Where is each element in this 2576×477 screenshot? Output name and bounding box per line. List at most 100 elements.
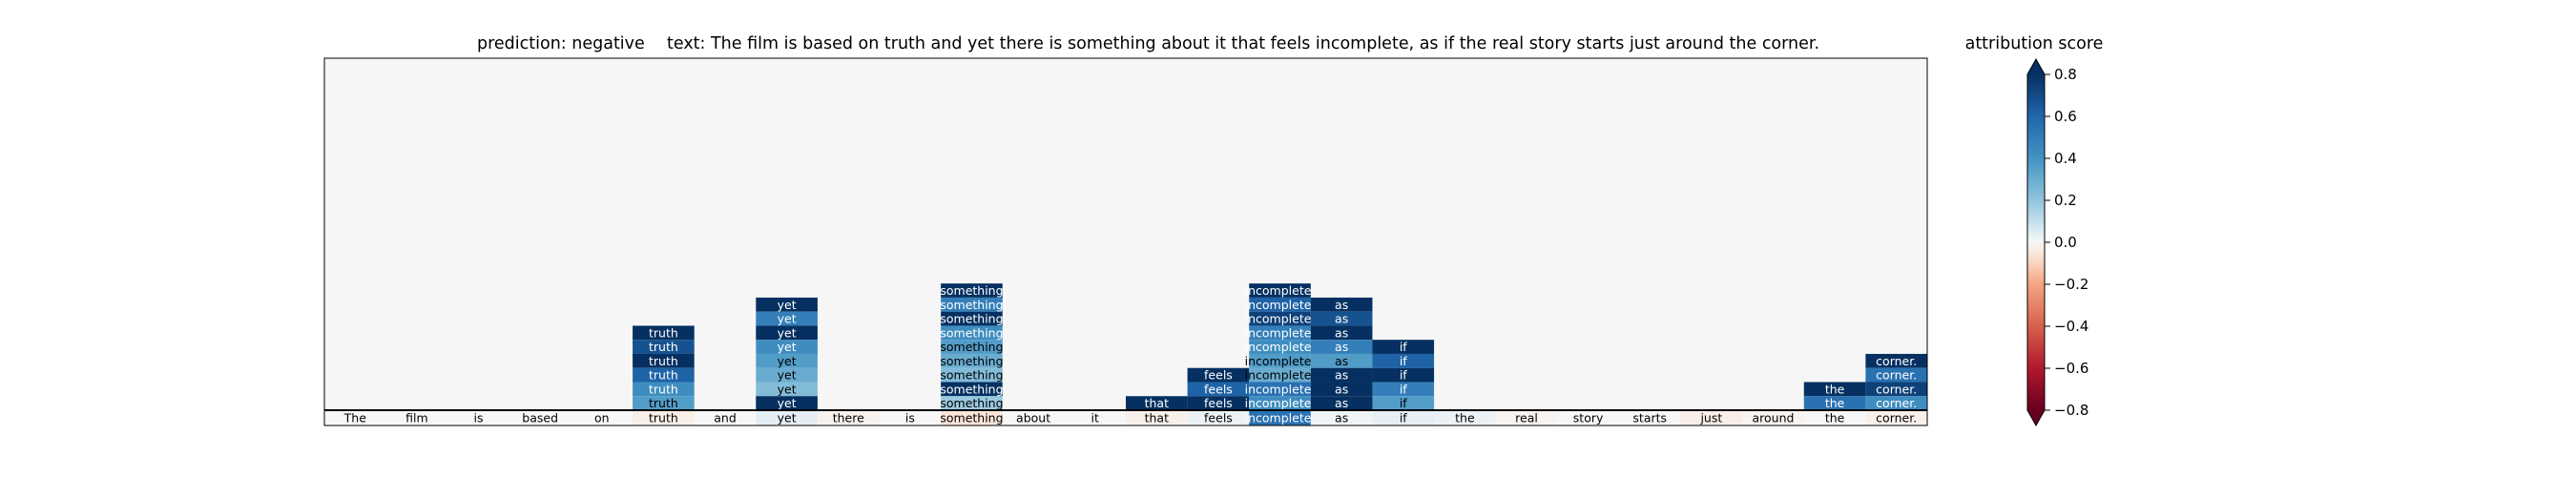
cell-token-label: as [1335, 368, 1348, 383]
token-cell [447, 410, 509, 425]
heatmap-cell [1249, 382, 1311, 397]
heatmap-cell [756, 325, 818, 341]
cell-token-label: incomplete, [1245, 298, 1316, 312]
cell-token-label: something [940, 283, 1003, 298]
token-label: and [714, 411, 737, 425]
cell-token-label: if [1400, 396, 1407, 410]
cell-token-label: corner. [1876, 382, 1917, 396]
prediction-title: prediction: negative [477, 34, 645, 53]
token-row: The film is based on truth and yet there is someth… [324, 410, 1927, 425]
cell-token-label: truth [649, 325, 678, 340]
heatmap-cell [756, 367, 818, 383]
heatmap-cell [1803, 396, 1866, 410]
heatmap-cell [1249, 396, 1311, 410]
token-label: the [1825, 411, 1845, 425]
cell-token-label: the [1825, 382, 1845, 396]
heatmap-cell [633, 340, 695, 354]
cell-token-label: incomplete, [1245, 382, 1316, 396]
cell-token-label: yet [778, 340, 797, 354]
colorbar-tick-label: −0.6 [2054, 360, 2088, 377]
colorbar-tick-label: 0.2 [2054, 192, 2077, 209]
colorbar-extend-top [2027, 59, 2045, 74]
token-label: The [343, 411, 367, 425]
heatmap-cell [633, 353, 695, 368]
heatmap-cell [1310, 382, 1373, 397]
heatmap-cell [1187, 396, 1250, 410]
heatmap-cell [1249, 353, 1311, 368]
token-label: feels [1204, 411, 1233, 425]
colorbar [2027, 74, 2045, 410]
cell-token-label: something [940, 312, 1003, 326]
token-cell [571, 410, 634, 425]
colorbar-tick-label: −0.8 [2054, 402, 2088, 419]
cell-token-label: yet [778, 382, 797, 396]
heatmap-cell [756, 340, 818, 354]
heatmap-cell [941, 396, 1003, 410]
colorbar-tick-label: −0.2 [2054, 276, 2088, 293]
colorbar-tick-label: 0.4 [2054, 150, 2077, 167]
heatmap-cell [1310, 367, 1373, 383]
token-label: based [522, 411, 558, 425]
cell-token-label: if [1400, 354, 1407, 368]
token-label: film [405, 411, 428, 425]
cell-token-label: something [940, 368, 1003, 383]
cell-token-label: yet [778, 354, 797, 368]
heatmap-cell [1126, 396, 1188, 410]
heatmap-cell [1187, 367, 1250, 383]
token-cell [1126, 410, 1188, 425]
token-cell [1064, 410, 1126, 425]
heatmap-cell [941, 297, 1003, 312]
cell-token-label: incomplete, [1245, 340, 1316, 354]
colorbar-tick-label: 0.8 [2054, 66, 2077, 83]
heatmap-cell [1310, 297, 1373, 312]
token-label: incomplete, [1245, 411, 1316, 425]
colorbar-tick-label: −0.4 [2054, 318, 2088, 335]
token-label: story [1573, 411, 1604, 425]
token-label: around [1752, 411, 1794, 425]
token-cell [694, 410, 757, 425]
cell-token-label: if [1400, 368, 1407, 383]
cell-token-label: incomplete, [1245, 354, 1316, 368]
token-label: yet [778, 411, 797, 425]
cell-token-label: incomplete, [1245, 396, 1316, 410]
cell-token-label: incomplete, [1245, 283, 1316, 298]
heatmap-cell [1187, 382, 1250, 397]
colorbar-extend-bottom [2027, 410, 2045, 425]
token-label: there [833, 411, 864, 425]
token-cell [756, 410, 818, 425]
cell-token-label: if [1400, 382, 1407, 396]
token-label: is [474, 411, 484, 425]
heatmap-cell [1249, 367, 1311, 383]
cell-token-label: yet [778, 368, 797, 383]
heatmap-cell [633, 325, 695, 341]
cell-token-label: truth [649, 354, 678, 368]
cell-token-label: if [1400, 340, 1407, 354]
colorbar-ticks: −0.6 −0.4 −0.2 0.0 0.2 0.4 0.6 0.8 −0.8 [2045, 66, 2088, 419]
cell-token-label: something [940, 382, 1003, 396]
token-label: real [1515, 411, 1538, 425]
token-cell [1187, 410, 1250, 425]
heatmap-cell [1249, 325, 1311, 341]
token-cell [509, 410, 571, 425]
token-label: is [905, 411, 915, 425]
heatmap-cell [1249, 311, 1311, 326]
heatmap-cell [1803, 382, 1866, 397]
token-label: the [1455, 411, 1475, 425]
cell-token-label: that [1145, 396, 1169, 410]
heatmap-cell [633, 382, 695, 397]
heatmap-cell [1372, 353, 1435, 368]
heatmap-cells: truthtruthtruthtruthtruthtruthyetyetyety… [633, 283, 1927, 410]
cell-token-label: feels [1204, 396, 1233, 410]
cell-token-label: corner. [1876, 396, 1917, 410]
cell-token-label: something [940, 340, 1003, 354]
token-cell [1803, 410, 1866, 425]
cell-token-label: something [940, 354, 1003, 368]
heatmap-cell [1249, 340, 1311, 354]
cell-token-label: as [1335, 340, 1348, 354]
cell-token-label: as [1335, 396, 1348, 410]
heatmap-frame [323, 57, 1928, 426]
heatmap-cell [1249, 283, 1311, 298]
cell-token-label: as [1335, 382, 1348, 396]
heatmap-cell [1372, 382, 1435, 397]
